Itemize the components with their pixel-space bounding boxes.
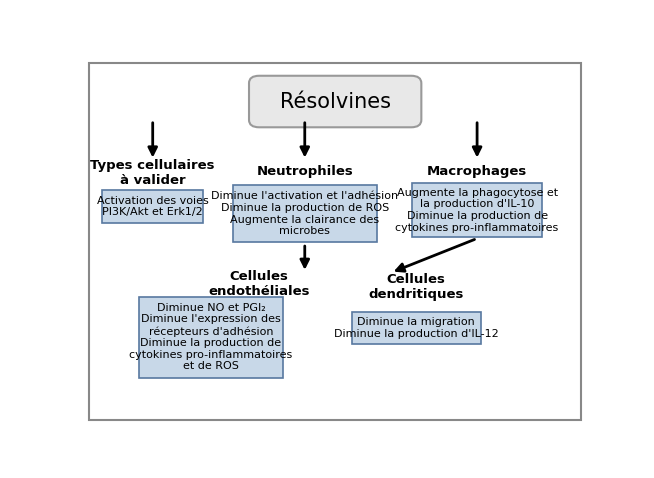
Text: Résolvines: Résolvines xyxy=(280,91,390,111)
Text: Diminue l'activation et l'adhésion
Diminue la production de ROS
Augmente la clai: Diminue l'activation et l'adhésion Dimin… xyxy=(211,191,398,236)
FancyBboxPatch shape xyxy=(249,76,421,127)
Text: Types cellulaires
à valider: Types cellulaires à valider xyxy=(90,159,215,187)
Text: Augmente la phagocytose et
la production d'IL-10
Diminue la production de
cytoki: Augmente la phagocytose et la production… xyxy=(396,188,559,232)
Text: Neutrophiles: Neutrophiles xyxy=(256,165,353,178)
FancyBboxPatch shape xyxy=(352,312,481,344)
FancyBboxPatch shape xyxy=(102,190,203,223)
Text: Macrophages: Macrophages xyxy=(427,165,527,178)
Text: Cellules
endothéliales: Cellules endothéliales xyxy=(209,270,310,298)
FancyBboxPatch shape xyxy=(413,184,542,237)
FancyBboxPatch shape xyxy=(139,296,283,378)
Text: Cellules
dendritiques: Cellules dendritiques xyxy=(369,273,464,302)
Text: Diminue la migration
Diminue la production d'IL-12: Diminue la migration Diminue la producti… xyxy=(334,317,498,339)
FancyBboxPatch shape xyxy=(233,185,377,242)
Text: Activation des voies
PI3K/Akt et Erk1/2: Activation des voies PI3K/Akt et Erk1/2 xyxy=(97,196,209,217)
Text: Diminue NO et PGI₂
Diminue l'expression des
récepteurs d'adhésion
Diminue la pro: Diminue NO et PGI₂ Diminue l'expression … xyxy=(129,303,292,371)
